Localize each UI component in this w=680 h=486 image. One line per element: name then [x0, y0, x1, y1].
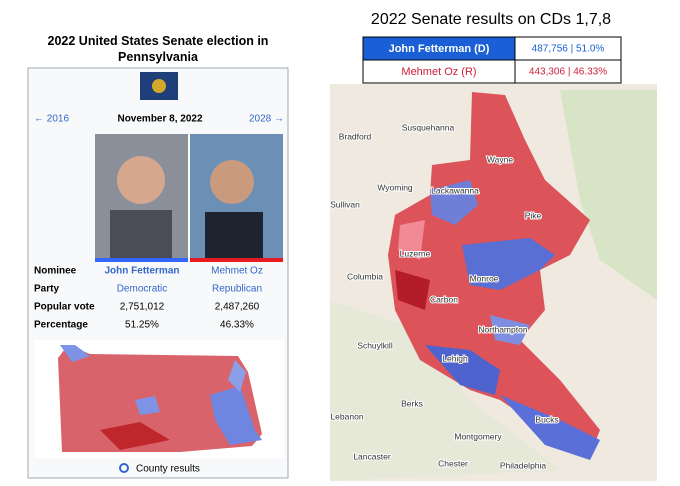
photo-body: [205, 212, 263, 258]
next-link[interactable]: 2028 →: [249, 114, 284, 125]
prev-link[interactable]: ← 2016: [34, 114, 69, 125]
row-label: Percentage: [34, 320, 88, 331]
place-label: Bucks: [535, 414, 558, 424]
place-label: Lancaster: [353, 451, 390, 461]
row-label: Party: [34, 284, 59, 295]
county-map-dem: [228, 360, 246, 392]
county-map-dem: [210, 386, 262, 445]
photo-face: [210, 160, 254, 204]
district-blue: [462, 238, 555, 290]
dem-name: John Fetterman (D): [389, 43, 490, 55]
election-date: November 8, 2022: [117, 114, 202, 125]
photo-body: [110, 210, 172, 258]
place-label: Sullivan: [330, 199, 360, 209]
place-label: Berks: [401, 398, 423, 408]
district-blue: [425, 345, 500, 395]
row-label: Popular vote: [34, 302, 95, 313]
terrain: [330, 300, 560, 481]
radio[interactable]: [119, 463, 129, 473]
district-blue: [430, 180, 478, 225]
row-value: Democratic: [117, 284, 168, 295]
place-label: Lehigh: [442, 353, 468, 363]
row-value: John Fetterman: [104, 266, 179, 277]
dem-bar: [95, 258, 188, 262]
district-blue: [500, 395, 600, 460]
place-label: Philadelphia: [500, 460, 547, 470]
county-map: [58, 345, 262, 452]
flag-seal: [152, 79, 166, 93]
place-label: Montgomery: [454, 431, 502, 441]
place-label: Lebanon: [330, 411, 363, 421]
map-labels: Bradford Susquehanna Wayne Wyoming Lackawann…: [329, 121, 559, 471]
county-map-rep: [100, 422, 170, 450]
place-label: Wyoming: [377, 182, 413, 192]
place-label: Carbon: [430, 294, 458, 304]
district-blue: [490, 315, 530, 345]
photo-face: [117, 156, 165, 204]
place-label: Pike: [525, 210, 542, 220]
map-caption: County results: [136, 464, 200, 475]
infobox-title: 2022 United States Senate election in Pen…: [48, 34, 269, 64]
row-value: Republican: [212, 284, 262, 295]
row-label: Nominee: [34, 266, 77, 277]
place-label: Columbia: [347, 271, 383, 281]
infobox-rows: Nominee John Fetterman Mehmet Oz Party Democ…: [34, 266, 263, 331]
place-label: Monroe: [470, 273, 499, 283]
row-value: 51.25%: [125, 320, 159, 331]
place-label: Lackawanna: [431, 185, 479, 195]
rep-name: Mehmet Oz (R): [401, 66, 476, 78]
place-label: Susquehanna: [402, 122, 455, 132]
place-label: Schuylkill: [357, 340, 393, 350]
district-darkred: [395, 270, 430, 310]
results-title: 2022 Senate results on CDs 1,7,8: [371, 11, 611, 28]
terrain: [560, 90, 657, 300]
place-label: Wayne: [487, 154, 513, 164]
county-map-dem: [135, 396, 160, 415]
county-map-dem: [60, 345, 90, 362]
row-value: 46.33%: [220, 320, 254, 331]
row-value: 2,487,260: [215, 302, 260, 313]
dem-result: 487,756 | 51.0%: [532, 44, 605, 55]
row-value: Mehmet Oz: [211, 266, 263, 277]
place-label: Luzerne: [400, 248, 431, 258]
district-pink: [398, 220, 425, 260]
rep-bar: [190, 258, 283, 262]
row-value: 2,751,012: [120, 302, 165, 313]
place-label: Chester: [438, 458, 468, 468]
place-label: Bradford: [339, 131, 372, 141]
place-label: Northampton: [478, 324, 527, 334]
rep-result: 443,306 | 46.33%: [529, 67, 607, 78]
rep-value-cell: [514, 59, 622, 84]
